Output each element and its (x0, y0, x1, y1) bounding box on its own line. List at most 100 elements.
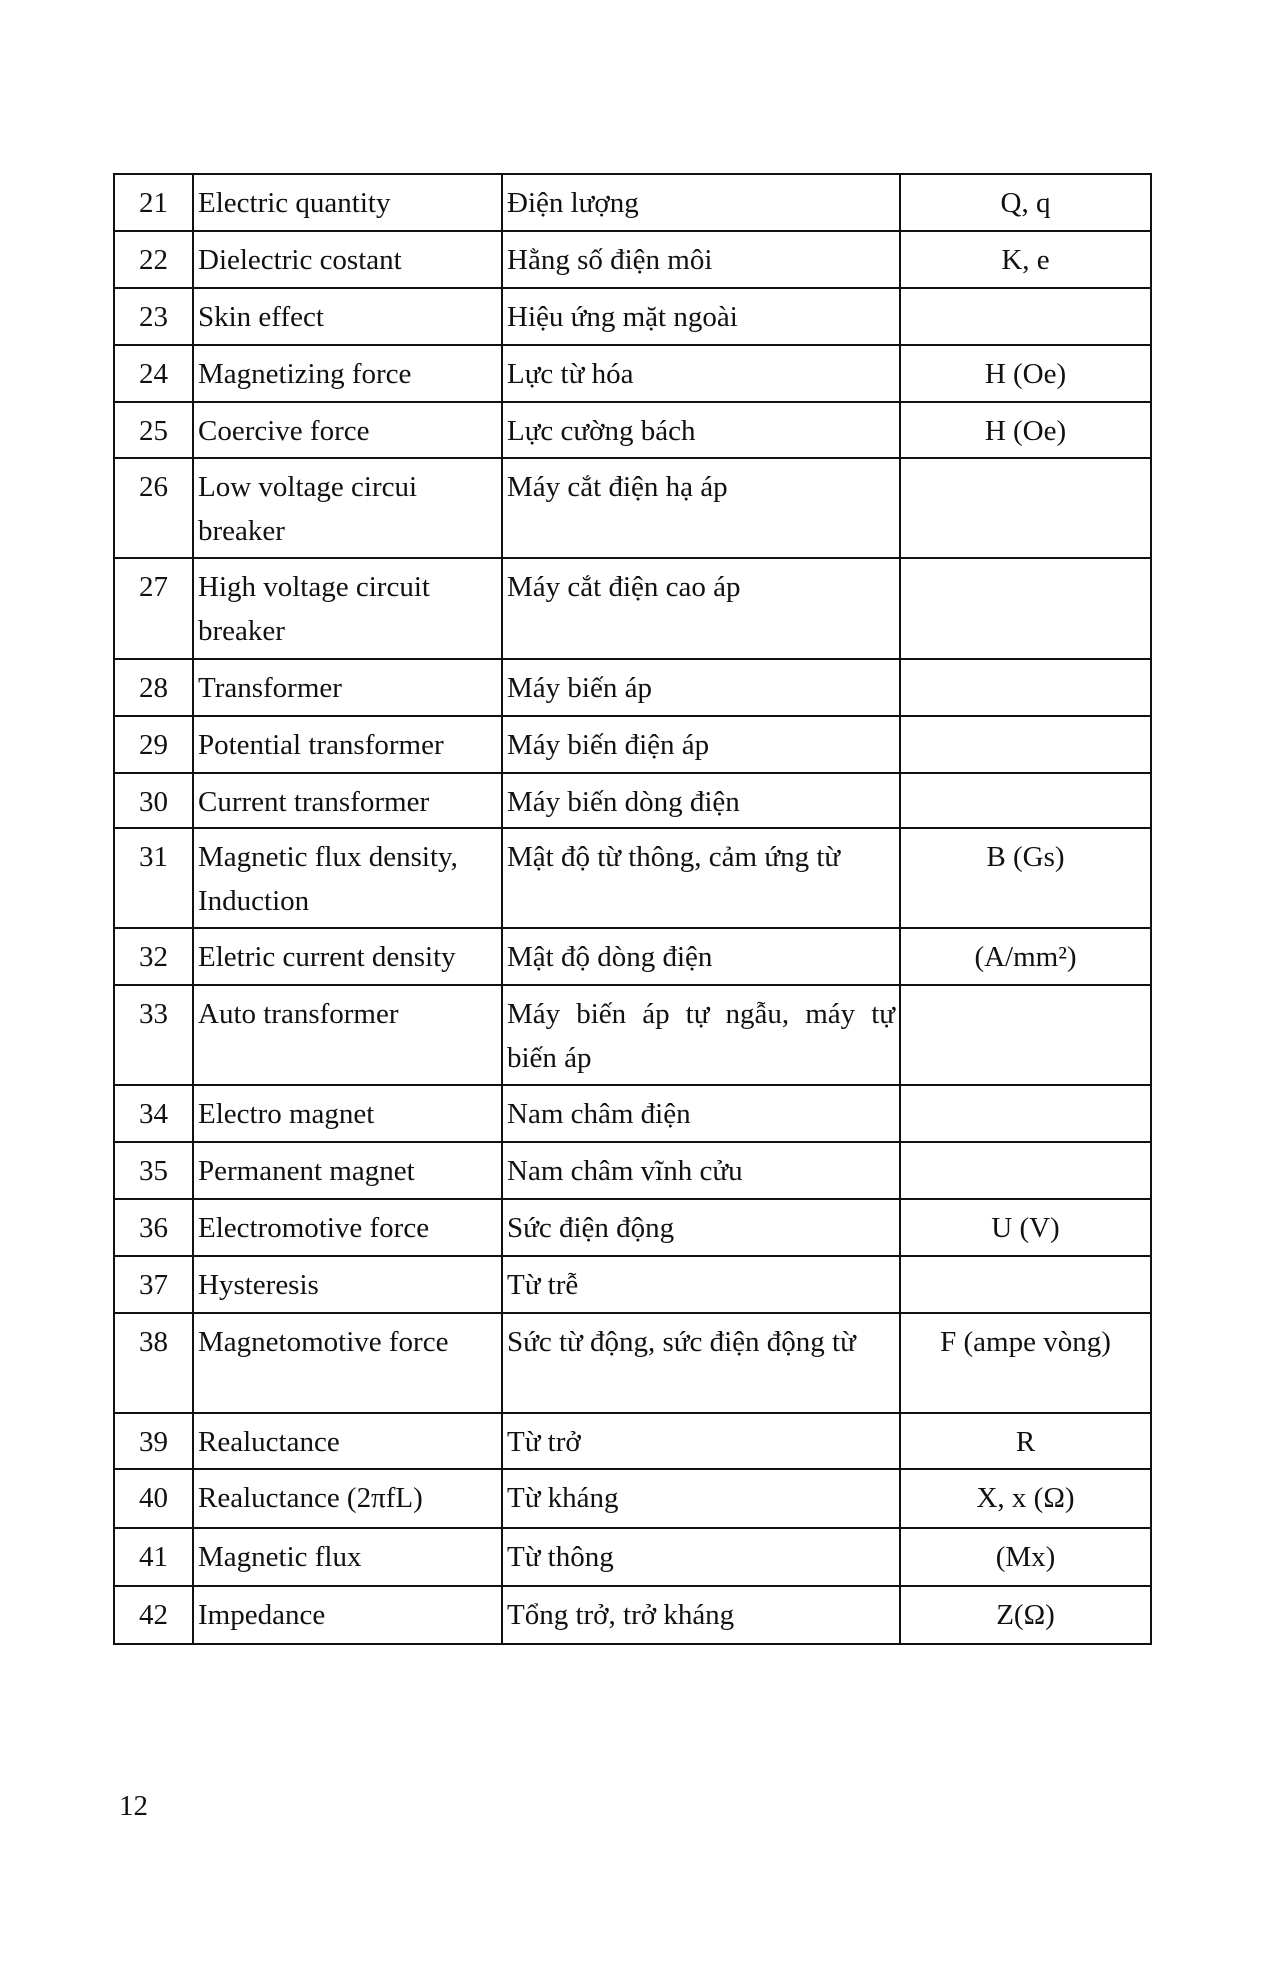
symbol-unit (899, 1141, 1152, 1200)
symbol-unit: F (ampe vòng) (899, 1312, 1152, 1414)
vietnamese-term: Hằng số điện môi (501, 230, 901, 289)
vietnamese-term: Mật độ dòng điện (501, 927, 901, 986)
symbol-unit: B (Gs) (899, 827, 1152, 929)
vietnamese-term: Nam châm điện (501, 1084, 901, 1143)
vietnamese-term: Lực từ hóa (501, 344, 901, 403)
row-number: 41 (113, 1527, 194, 1587)
english-term: Impedance (192, 1585, 503, 1645)
english-term: Low voltage circui breaker (192, 457, 503, 559)
vietnamese-term: Máy biến áp tự ngẫu, máy tự biến áp (501, 984, 901, 1086)
table-row: 24 Magnetizing force Lực từ hóa H (Oe) (113, 344, 1152, 403)
english-term: Transformer (192, 658, 503, 717)
table-row: 34 Electro magnet Nam châm điện (113, 1084, 1152, 1143)
symbol-unit (899, 1084, 1152, 1143)
table-row: 28 Transformer Máy biến áp (113, 658, 1152, 717)
vietnamese-term: Máy cắt điện hạ áp (501, 457, 901, 559)
vietnamese-term: Điện lượng (501, 173, 901, 232)
vietnamese-term: Sức từ động, sức điện động từ (501, 1312, 901, 1414)
english-term: Potential transformer (192, 715, 503, 774)
table-row: 40 Realuctance (2πfL) Từ kháng X, x (Ω) (113, 1468, 1152, 1529)
english-term: Eletric current density (192, 927, 503, 986)
table-row: 38 Magnetomotive force Sức từ động, sức đi… (113, 1312, 1152, 1414)
english-term: Skin effect (192, 287, 503, 346)
symbol-unit (899, 1255, 1152, 1314)
row-number: 36 (113, 1198, 194, 1257)
english-term: Magnetizing force (192, 344, 503, 403)
row-number: 39 (113, 1412, 194, 1470)
vietnamese-term: Tổng trở, trở kháng (501, 1585, 901, 1645)
row-number: 42 (113, 1585, 194, 1645)
row-number: 35 (113, 1141, 194, 1200)
vietnamese-term: Nam châm vĩnh cửu (501, 1141, 901, 1200)
symbol-unit: H (Oe) (899, 401, 1152, 459)
row-number: 29 (113, 715, 194, 774)
vietnamese-term: Máy biến dòng điện (501, 772, 901, 829)
vietnamese-term: Lực cường bách (501, 401, 901, 459)
row-number: 27 (113, 557, 194, 660)
symbol-unit: Z(Ω) (899, 1585, 1152, 1645)
table-row: 22 Dielectric costant Hằng số điện môi K, e (113, 230, 1152, 289)
row-number: 23 (113, 287, 194, 346)
row-number: 38 (113, 1312, 194, 1414)
english-term: Realuctance (2πfL) (192, 1468, 503, 1529)
row-number: 37 (113, 1255, 194, 1314)
english-term: Magnetomotive force (192, 1312, 503, 1414)
symbol-unit: (A/mm²) (899, 927, 1152, 986)
row-number: 22 (113, 230, 194, 289)
table-row: 30 Current transformer Máy biến dòng điện (113, 772, 1152, 829)
english-term: Magnetic flux (192, 1527, 503, 1587)
table-row: 32 Eletric current density Mật độ dòng điệ… (113, 927, 1152, 986)
symbol-unit (899, 287, 1152, 346)
table-row: 33 Auto transformer Máy biến áp tự ngẫu, m… (113, 984, 1152, 1086)
symbol-unit: (Mx) (899, 1527, 1152, 1587)
symbol-unit: X, x (Ω) (899, 1468, 1152, 1529)
row-number: 30 (113, 772, 194, 829)
vietnamese-term: Từ trễ (501, 1255, 901, 1314)
table-row: 26 Low voltage circui breaker Máy cắt điện… (113, 457, 1152, 559)
english-term: Realuctance (192, 1412, 503, 1470)
table-row: 35 Permanent magnet Nam châm vĩnh cửu (113, 1141, 1152, 1200)
english-term: Current transformer (192, 772, 503, 829)
symbol-unit (899, 457, 1152, 559)
english-term: Permanent magnet (192, 1141, 503, 1200)
table-row: 29 Potential transformer Máy biến điện áp (113, 715, 1152, 774)
symbol-unit (899, 557, 1152, 660)
vietnamese-term: Sức điện động (501, 1198, 901, 1257)
table-row: 39 Realuctance Từ trở R (113, 1412, 1152, 1470)
page-number: 12 (119, 1790, 148, 1822)
symbol-unit (899, 772, 1152, 829)
vietnamese-term: Từ trở (501, 1412, 901, 1470)
english-term: Electromotive force (192, 1198, 503, 1257)
vietnamese-term: Hiệu ứng mặt ngoài (501, 287, 901, 346)
vietnamese-term: Từ thông (501, 1527, 901, 1587)
table-row: 36 Electromotive force Sức điện động U (V) (113, 1198, 1152, 1257)
vietnamese-term: Máy biến áp (501, 658, 901, 717)
vietnamese-term: Mật độ từ thông, cảm ứng từ (501, 827, 901, 929)
row-number: 24 (113, 344, 194, 403)
english-term: Electric quantity (192, 173, 503, 232)
row-number: 32 (113, 927, 194, 986)
row-number: 40 (113, 1468, 194, 1529)
table-row: 37 Hysteresis Từ trễ (113, 1255, 1152, 1314)
row-number: 25 (113, 401, 194, 459)
symbol-unit (899, 658, 1152, 717)
symbol-unit: Q, q (899, 173, 1152, 232)
table-row: 25 Coercive force Lực cường bách H (Oe) (113, 401, 1152, 459)
english-term: Magnetic flux density, Induction (192, 827, 503, 929)
table-row: 31 Magnetic flux density, Induction Mật độ… (113, 827, 1152, 929)
vietnamese-term: Máy biến điện áp (501, 715, 901, 774)
english-term: Hysteresis (192, 1255, 503, 1314)
row-number: 34 (113, 1084, 194, 1143)
vietnamese-term: Từ kháng (501, 1468, 901, 1529)
table-row: 21 Electric quantity Điện lượng Q, q (113, 173, 1152, 232)
symbol-unit: H (Oe) (899, 344, 1152, 403)
symbol-unit: U (V) (899, 1198, 1152, 1257)
row-number: 33 (113, 984, 194, 1086)
row-number: 31 (113, 827, 194, 929)
table-row: 42 Impedance Tổng trở, trở kháng Z(Ω) (113, 1585, 1152, 1645)
symbol-unit (899, 715, 1152, 774)
row-number: 26 (113, 457, 194, 559)
table-row: 41 Magnetic flux Từ thông (Mx) (113, 1527, 1152, 1587)
symbol-unit (899, 984, 1152, 1086)
english-term: Dielectric costant (192, 230, 503, 289)
